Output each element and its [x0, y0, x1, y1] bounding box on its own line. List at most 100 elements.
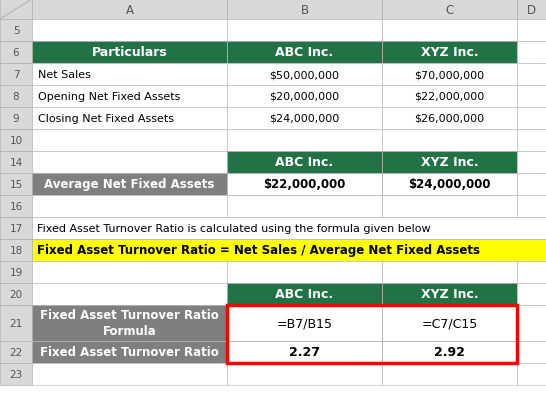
Bar [382, 283, 517, 305]
Bar [227, 305, 382, 341]
Bar [0, 0, 32, 20]
Bar [227, 20, 382, 42]
Text: 21: 21 [9, 318, 22, 328]
Bar [227, 363, 382, 385]
Bar [32, 218, 546, 240]
Bar [0, 305, 32, 341]
Bar [227, 305, 517, 363]
Text: $20,000,000: $20,000,000 [269, 92, 340, 102]
Bar [0, 341, 32, 363]
Text: Net Sales: Net Sales [38, 70, 91, 80]
Text: ABC Inc.: ABC Inc. [275, 156, 334, 169]
Text: 20: 20 [9, 289, 22, 299]
Bar [227, 42, 382, 64]
Bar [227, 283, 382, 305]
Text: Fixed Asset Turnover Ratio = Net Sales / Average Net Fixed Assets: Fixed Asset Turnover Ratio = Net Sales /… [37, 244, 480, 257]
Bar [382, 261, 517, 283]
Bar [517, 195, 546, 218]
Bar [382, 130, 517, 152]
Bar [382, 195, 517, 218]
Text: 5: 5 [13, 26, 19, 36]
Bar [32, 0, 227, 20]
Bar [517, 42, 546, 64]
Bar [32, 86, 227, 108]
Bar [382, 341, 517, 363]
Bar [227, 195, 382, 218]
Text: $22,000,000: $22,000,000 [414, 92, 485, 102]
Bar [32, 240, 546, 261]
Bar [32, 363, 227, 385]
Bar [227, 261, 382, 283]
Text: $50,000,000: $50,000,000 [270, 70, 340, 80]
Bar [0, 64, 32, 86]
Bar [382, 0, 517, 20]
Bar [382, 42, 517, 64]
Bar [0, 20, 32, 42]
Text: ABC Inc.: ABC Inc. [275, 288, 334, 301]
Bar [517, 283, 546, 305]
Bar [32, 20, 227, 42]
Bar [32, 108, 227, 130]
Text: $26,000,000: $26,000,000 [414, 114, 484, 124]
Text: XYZ Inc.: XYZ Inc. [420, 156, 478, 169]
Bar [0, 218, 32, 240]
Text: Fixed Asset Turnover Ratio
Formula: Fixed Asset Turnover Ratio Formula [40, 309, 219, 338]
Text: Average Net Fixed Assets: Average Net Fixed Assets [44, 178, 215, 191]
Text: 6: 6 [13, 48, 19, 58]
Text: C: C [446, 3, 454, 17]
Bar [227, 86, 382, 108]
Bar [382, 173, 517, 195]
Bar [517, 173, 546, 195]
Text: =B7/B15: =B7/B15 [276, 317, 333, 330]
Bar [0, 108, 32, 130]
Bar [517, 0, 546, 20]
Text: 2.92: 2.92 [434, 346, 465, 358]
Bar [517, 305, 546, 341]
Text: XYZ Inc.: XYZ Inc. [420, 288, 478, 301]
Bar [517, 86, 546, 108]
Bar [382, 152, 517, 173]
Bar [0, 283, 32, 305]
Text: $70,000,000: $70,000,000 [414, 70, 484, 80]
Text: 8: 8 [13, 92, 19, 102]
Bar [0, 363, 32, 385]
Text: 16: 16 [9, 202, 22, 211]
Bar [227, 152, 382, 173]
Text: 23: 23 [9, 369, 22, 379]
Text: XYZ Inc.: XYZ Inc. [420, 46, 478, 59]
Bar [382, 64, 517, 86]
Bar [517, 20, 546, 42]
Text: A: A [126, 3, 134, 17]
Text: Closing Net Fixed Assets: Closing Net Fixed Assets [38, 114, 174, 124]
Bar [227, 64, 382, 86]
Bar [517, 341, 546, 363]
Bar [32, 64, 227, 86]
Text: =C7/C15: =C7/C15 [422, 317, 478, 330]
Bar [382, 363, 517, 385]
Text: 14: 14 [9, 158, 22, 168]
Text: 9: 9 [13, 114, 19, 124]
Text: Opening Net Fixed Assets: Opening Net Fixed Assets [38, 92, 180, 102]
Text: Particulars: Particulars [92, 46, 168, 59]
Bar [517, 152, 546, 173]
Bar [32, 130, 227, 152]
Bar [32, 261, 227, 283]
Bar [0, 195, 32, 218]
Text: 2.27: 2.27 [289, 346, 320, 358]
Text: $22,000,000: $22,000,000 [263, 178, 346, 191]
Text: 18: 18 [9, 245, 22, 255]
Text: 19: 19 [9, 267, 22, 277]
Bar [517, 64, 546, 86]
Bar [32, 152, 227, 173]
Text: 7: 7 [13, 70, 19, 80]
Text: 10: 10 [9, 136, 22, 146]
Bar [517, 261, 546, 283]
Bar [0, 240, 32, 261]
Bar [32, 305, 227, 341]
Text: Fixed Asset Turnover Ratio is calculated using the formula given below: Fixed Asset Turnover Ratio is calculated… [37, 223, 431, 233]
Bar [0, 42, 32, 64]
Bar [32, 283, 227, 305]
Bar [32, 42, 227, 64]
Bar [0, 152, 32, 173]
Bar [382, 20, 517, 42]
